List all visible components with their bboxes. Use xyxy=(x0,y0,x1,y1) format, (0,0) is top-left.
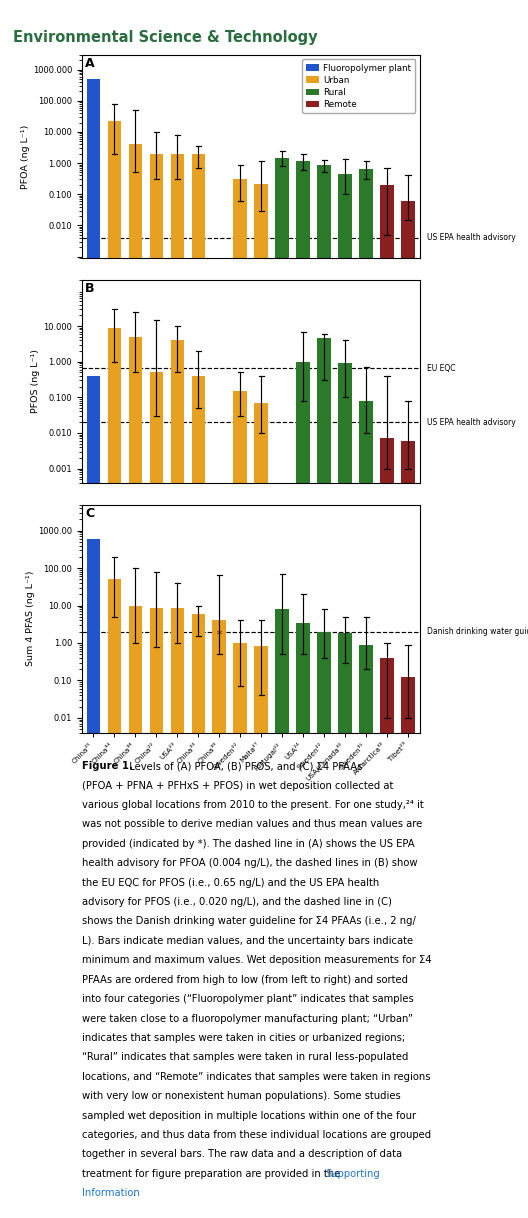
Bar xyxy=(401,201,415,1218)
Bar xyxy=(401,441,415,1218)
Text: treatment for figure preparation are provided in the: treatment for figure preparation are pro… xyxy=(82,1169,343,1179)
Bar xyxy=(171,608,184,1218)
Bar xyxy=(360,644,373,1218)
Bar xyxy=(108,328,121,1218)
Bar xyxy=(233,391,247,1218)
Y-axis label: Sum 4 PFAS (ng L⁻¹): Sum 4 PFAS (ng L⁻¹) xyxy=(26,571,35,666)
Bar xyxy=(360,401,373,1218)
Bar xyxy=(317,164,331,1218)
Text: shows the Danish drinking water guideline for Σ4 PFAAs (i.e., 2 ng/: shows the Danish drinking water guidelin… xyxy=(82,916,416,927)
Bar xyxy=(338,363,352,1218)
Text: were taken close to a fluoropolymer manufacturing plant; “Urban”: were taken close to a fluoropolymer manu… xyxy=(82,1013,413,1023)
Bar xyxy=(296,161,310,1218)
Text: A: A xyxy=(85,57,95,69)
Bar xyxy=(380,438,394,1218)
Bar xyxy=(108,122,121,1218)
Bar xyxy=(254,184,268,1218)
Text: into four categories (“Fluoropolymer plant” indicates that samples: into four categories (“Fluoropolymer pla… xyxy=(82,994,413,1004)
Text: .: . xyxy=(133,1189,136,1199)
Text: health advisory for PFOA (0.004 ng/L), the dashed lines in (B) show: health advisory for PFOA (0.004 ng/L), t… xyxy=(82,859,417,868)
Text: EU EQC: EU EQC xyxy=(427,364,456,373)
Bar xyxy=(360,169,373,1218)
Bar xyxy=(401,677,415,1218)
Bar xyxy=(296,622,310,1218)
Bar xyxy=(254,403,268,1218)
Bar xyxy=(128,336,142,1218)
Bar xyxy=(128,605,142,1218)
Text: the EU EQC for PFOS (i.e., 0.65 ng/L) and the US EPA health: the EU EQC for PFOS (i.e., 0.65 ng/L) an… xyxy=(82,878,379,888)
Text: categories, and thus data from these individual locations are grouped: categories, and thus data from these ind… xyxy=(82,1130,431,1140)
Text: B: B xyxy=(85,281,95,295)
Text: Figure 1.: Figure 1. xyxy=(82,761,133,771)
Text: locations, and “Remote” indicates that samples were taken in regions: locations, and “Remote” indicates that s… xyxy=(82,1072,430,1082)
Text: “Rural” indicates that samples were taken in rural less-populated: “Rural” indicates that samples were take… xyxy=(82,1052,408,1062)
Bar xyxy=(233,179,247,1218)
Bar xyxy=(171,340,184,1218)
Bar xyxy=(212,620,226,1218)
Text: with very low or nonexistent human populations). Some studies: with very low or nonexistent human popul… xyxy=(82,1091,401,1101)
Bar xyxy=(87,540,100,1218)
Text: *: * xyxy=(217,630,222,641)
Text: Information: Information xyxy=(82,1189,139,1199)
Text: (PFOA + PFNA + PFHxS + PFOS) in wet deposition collected at: (PFOA + PFNA + PFHxS + PFOS) in wet depo… xyxy=(82,781,393,790)
Text: Levels of (A) PFOA, (B) PFOS, and (C) Σ4 PFAAs: Levels of (A) PFOA, (B) PFOS, and (C) Σ4… xyxy=(123,761,363,771)
Text: advisory for PFOS (i.e., 0.020 ng/L), and the dashed line in (C): advisory for PFOS (i.e., 0.020 ng/L), an… xyxy=(82,898,392,907)
Bar xyxy=(87,376,100,1218)
Bar xyxy=(296,362,310,1218)
Text: PFAAs are ordered from high to low (from left to right) and sorted: PFAAs are ordered from high to low (from… xyxy=(82,974,408,984)
Bar xyxy=(338,633,352,1218)
Text: various global locations from 2010 to the present. For one study,²⁴ it: various global locations from 2010 to th… xyxy=(82,800,423,810)
Bar xyxy=(128,145,142,1218)
Bar xyxy=(149,608,163,1218)
Bar xyxy=(192,153,205,1218)
Text: C: C xyxy=(85,507,95,520)
Bar xyxy=(171,153,184,1218)
Bar xyxy=(254,646,268,1218)
Bar xyxy=(192,614,205,1218)
Text: was not possible to derive median values and thus mean values are: was not possible to derive median values… xyxy=(82,820,422,829)
Text: together in several bars. The raw data and a description of data: together in several bars. The raw data a… xyxy=(82,1150,402,1160)
Text: US EPA health advisory: US EPA health advisory xyxy=(427,234,516,242)
Bar xyxy=(276,609,289,1218)
Bar xyxy=(149,373,163,1218)
Bar xyxy=(317,339,331,1218)
Legend: Fluoropolymer plant, Urban, Rural, Remote: Fluoropolymer plant, Urban, Rural, Remot… xyxy=(302,60,416,113)
Bar xyxy=(380,658,394,1218)
Bar xyxy=(87,79,100,1218)
Text: Environmental Science & Technology: Environmental Science & Technology xyxy=(13,29,318,45)
Text: Supporting: Supporting xyxy=(325,1169,380,1179)
Bar xyxy=(108,580,121,1218)
Text: provided (indicated by *). The dashed line in (A) shows the US EPA: provided (indicated by *). The dashed li… xyxy=(82,839,414,849)
Text: Danish drinking water guideline: Danish drinking water guideline xyxy=(427,627,528,636)
Text: L). Bars indicate median values, and the uncertainty bars indicate: L). Bars indicate median values, and the… xyxy=(82,935,413,946)
Bar xyxy=(317,632,331,1218)
Bar xyxy=(338,174,352,1218)
Text: minimum and maximum values. Wet deposition measurements for Σ4: minimum and maximum values. Wet depositi… xyxy=(82,955,431,966)
Text: US EPA health advisory: US EPA health advisory xyxy=(427,418,516,426)
Bar xyxy=(149,153,163,1218)
Y-axis label: PFOS (ng L⁻¹): PFOS (ng L⁻¹) xyxy=(32,350,41,413)
Bar xyxy=(380,185,394,1218)
Bar xyxy=(233,643,247,1218)
Text: sampled wet deposition in multiple locations within one of the four: sampled wet deposition in multiple locat… xyxy=(82,1111,416,1121)
Bar xyxy=(192,376,205,1218)
Y-axis label: PFOA (ng L⁻¹): PFOA (ng L⁻¹) xyxy=(21,124,30,189)
Text: indicates that samples were taken in cities or urbanized regions;: indicates that samples were taken in cit… xyxy=(82,1033,405,1043)
Bar xyxy=(276,157,289,1218)
